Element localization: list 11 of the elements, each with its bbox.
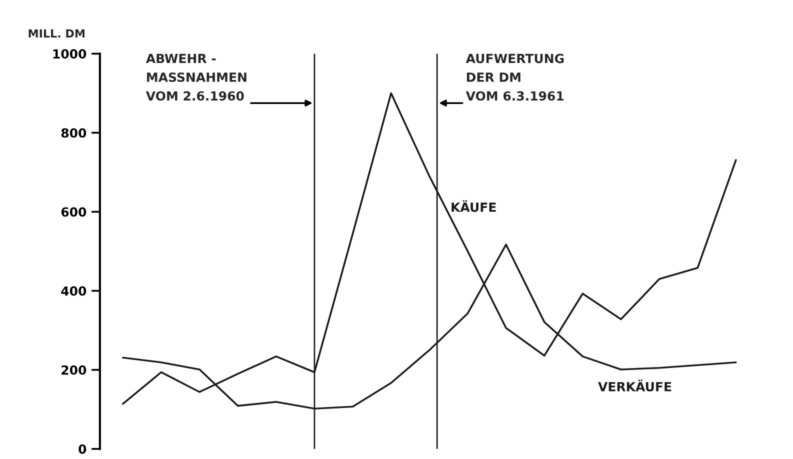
y-tick-label: 0: [78, 444, 86, 454]
y-tick-label: 800: [61, 128, 86, 138]
y-tick-label: 600: [61, 207, 86, 217]
annotation: AUFWERTUNG DER DM VOM 6.3.1961: [466, 54, 564, 101]
y-tick-label: 200: [62, 365, 86, 375]
y-tick-label: 400: [61, 286, 86, 296]
series-label: KÄUFE: [452, 200, 496, 212]
y-axis-title: MILL. DM: [28, 29, 84, 38]
series-label: VERKÄUFE: [598, 380, 672, 392]
annotation: ABWEHR - MASSNAHMEN VOM 2.6.1960: [146, 54, 246, 101]
y-tick-label: 1000: [53, 49, 86, 59]
